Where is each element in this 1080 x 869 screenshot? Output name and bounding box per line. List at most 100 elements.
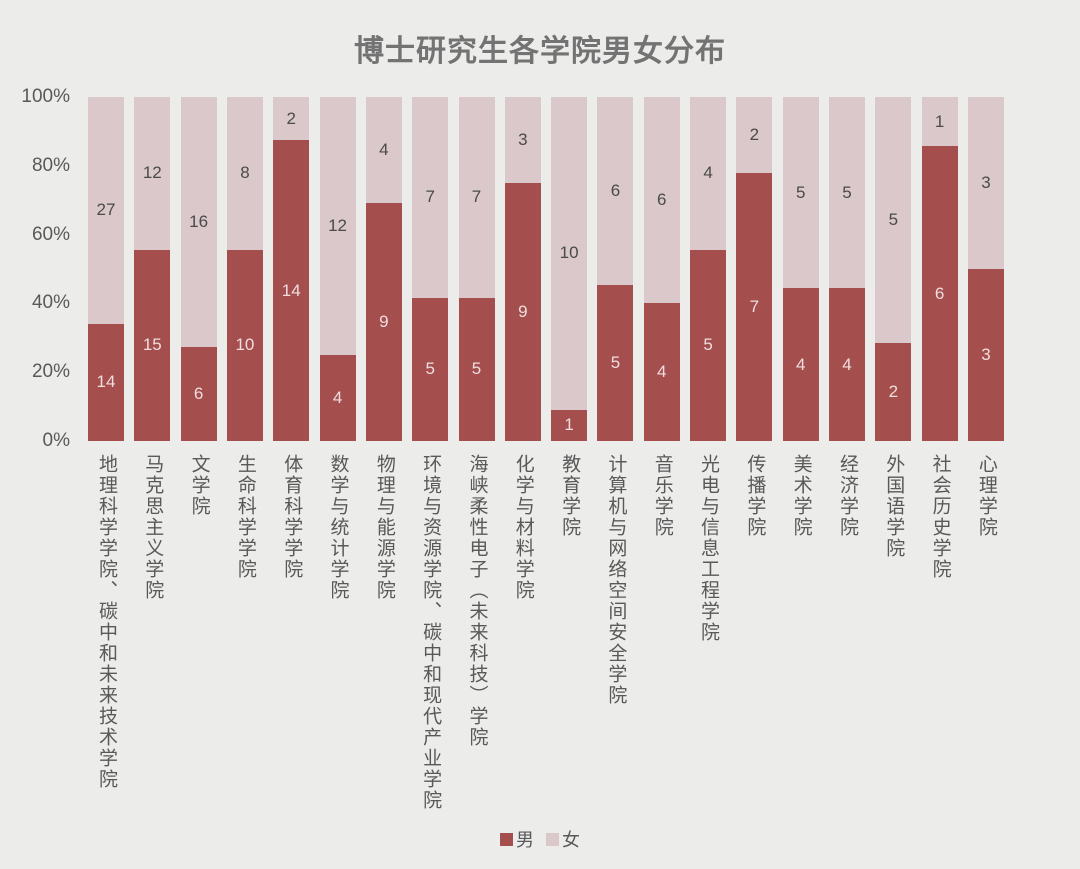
bar-segment-male: 5 [597, 284, 634, 441]
bar-segment-female: 1 [921, 97, 958, 147]
bar-segment-female: 4 [690, 97, 727, 250]
y-axis-tick: 100% [21, 86, 70, 107]
x-axis-label-slot: 计算机与网络空间安全学院 [597, 454, 633, 706]
bar-segment-female: 6 [597, 97, 634, 285]
x-axis-label-slot: 传播学院 [736, 454, 772, 538]
x-axis-label-slot: 环境与资源学院、碳中和现代产业学院 [412, 454, 448, 811]
bar-segment-male: 14 [273, 140, 310, 441]
bar-segment-male: 14 [88, 323, 124, 441]
x-axis-label-slot: 音乐学院 [644, 454, 680, 538]
chart-title: 博士研究生各学院男女分布 [354, 35, 726, 68]
bar-segment-male: 5 [412, 297, 449, 441]
x-axis-label: 外国语学院 [883, 454, 905, 559]
x-axis-label: 数学与统计学院 [327, 454, 349, 601]
x-axis-label-slot: 经济学院 [829, 454, 865, 538]
legend-label-male: 男 [516, 830, 534, 850]
x-axis-label: 海峡柔性电子（未来科技）学院 [466, 454, 488, 748]
y-axis-tick: 0% [42, 430, 70, 451]
y-axis-tick: 80% [31, 154, 70, 176]
x-axis-label: 地理科学学院、碳中和未来技术学院 [95, 454, 117, 790]
bar-segment-female: 2 [273, 97, 310, 140]
bar-segment-female: 12 [319, 97, 356, 355]
x-axis-label: 物理与能源学院 [373, 454, 395, 601]
x-axis-label: 化学与材料学院 [512, 454, 534, 601]
x-axis-label: 传播学院 [744, 454, 766, 538]
bar-segment-male: 15 [134, 249, 171, 441]
x-axis-label: 环境与资源学院、碳中和现代产业学院 [420, 454, 442, 811]
bar-segment-female: 4 [365, 97, 402, 203]
x-axis-label-slot: 文学院 [181, 454, 217, 517]
bar-segment-male: 4 [782, 288, 819, 441]
legend-swatch-male [500, 832, 513, 846]
x-axis-label-slot: 生命科学学院 [227, 454, 263, 580]
x-axis-label: 马克思主义学院 [142, 454, 164, 601]
bar-segment-female: 3 [504, 97, 541, 183]
bar-5: 2 14 [273, 97, 310, 441]
x-axis-label: 文学院 [188, 454, 210, 517]
y-axis-tick: 40% [31, 292, 70, 314]
bar-segment-female: 7 [458, 97, 495, 298]
x-axis-label: 经济学院 [836, 454, 858, 538]
x-axis-label-slot: 美术学院 [783, 454, 819, 538]
x-axis-label-slot: 马克思主义学院 [134, 454, 170, 601]
bar-segment-female: 5 [875, 97, 912, 343]
x-axis-label-slot: 体育科学学院 [273, 454, 309, 580]
y-axis-tick: 60% [31, 223, 70, 245]
bar-segment-female: 8 [226, 97, 263, 250]
x-axis-label-slot: 数学与统计学院 [320, 454, 356, 601]
bar-segment-female: 5 [829, 97, 865, 289]
legend-swatch-female [546, 832, 559, 846]
bar-segment-male: 7 [736, 173, 773, 441]
bar-segment-male: 10 [226, 249, 263, 441]
bar-segment-male: 4 [829, 288, 865, 441]
x-axis-label-slot: 社会历史学院 [922, 454, 958, 580]
bar-segment-male: 4 [643, 303, 680, 441]
legend: 男 女 [0, 826, 1080, 852]
x-axis-label-slot: 光电与信息工程学院 [690, 454, 726, 643]
x-axis-label-slot: 海峡柔性电子（未来科技）学院 [459, 454, 495, 748]
bar-3: 16 6 [180, 97, 217, 441]
x-axis-label: 音乐学院 [651, 454, 673, 538]
bar-segment-female: 7 [412, 97, 449, 298]
bar-segment-male: 9 [365, 202, 402, 441]
bar-segment-male: 4 [319, 355, 356, 441]
bar-segment-male: 3 [967, 269, 1004, 441]
x-axis-label-slot: 化学与材料学院 [505, 454, 541, 601]
bar-segment-female: 12 [134, 97, 171, 250]
x-axis-label: 计算机与网络空间安全学院 [605, 454, 627, 706]
legend-label-female: 女 [562, 830, 580, 850]
bar-segment-male: 5 [690, 249, 727, 441]
bar-segment-female: 3 [967, 97, 1004, 269]
x-axis-label: 心理学院 [975, 454, 997, 538]
bar-1: 27 14 [88, 97, 124, 441]
x-axis-label: 教育学院 [559, 454, 581, 538]
plot-area: 27 14 12 15 16 6 8 10 2 14 12 4 4 9 7 5 7 5 3 9 10 1 6 5 6 4 4 5 2 7 5… [88, 97, 1004, 441]
bar-segment-female: 27 [88, 97, 124, 324]
bar-4: 8 10 [226, 97, 263, 441]
x-axis-label-slot: 教育学院 [551, 454, 587, 538]
x-axis-label-slot: 外国语学院 [875, 454, 911, 559]
y-axis-tick: 20% [31, 361, 70, 383]
x-axis-label: 美术学院 [790, 454, 812, 538]
x-axis-label: 生命科学学院 [234, 454, 256, 580]
x-axis-label: 社会历史学院 [929, 454, 951, 580]
bar-2: 12 15 [134, 97, 171, 441]
bar-segment-male: 1 [551, 409, 588, 441]
bar-6: 12 4 [319, 97, 356, 441]
bar-segment-male: 9 [504, 183, 541, 441]
x-axis-label: 体育科学学院 [281, 454, 303, 580]
x-axis-label-slot: 物理与能源学院 [366, 454, 402, 601]
bar-segment-male: 6 [921, 146, 958, 441]
bar-11: 10 1 [551, 97, 588, 441]
